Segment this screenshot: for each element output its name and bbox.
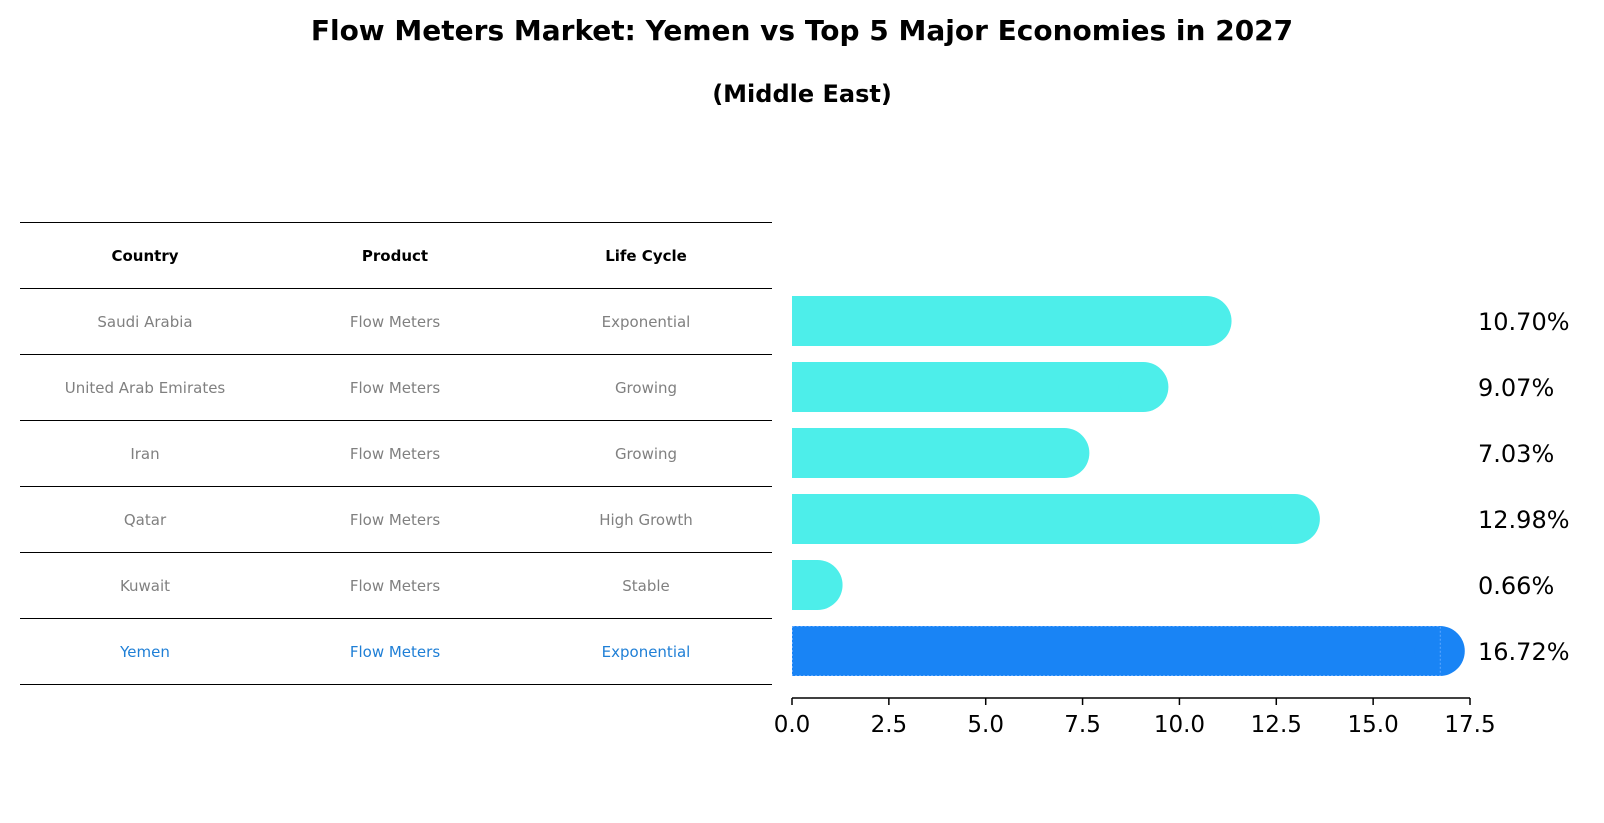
header-country: Country [111,246,179,265]
x-tick-label: 15.0 [1348,712,1399,738]
header-life-cycle: Life Cycle [605,246,687,265]
bar-iran [792,428,1065,478]
value-label-iran: 7.03% [1478,440,1554,468]
table-row: Iran Flow Meters Growing [20,420,772,486]
cell-product: Flow Meters [349,576,441,595]
table-row: United Arab Emirates Flow Meters Growing [20,354,772,420]
x-tick-label: 0.0 [774,712,811,738]
cell-life-cycle: Stable [622,576,670,595]
cell-country: Iran [130,444,160,463]
cell-life-cycle: Exponential [601,312,691,331]
cell-life-cycle: Growing [614,444,678,463]
x-tick-label: 10.0 [1154,712,1205,738]
cell-country: Qatar [123,510,167,529]
table-row: Kuwait Flow Meters Stable [20,552,772,618]
table-header-row: Country Product Life Cycle [20,222,772,288]
bar-saudi-arabia [792,296,1207,346]
x-tick-label: 2.5 [871,712,908,738]
bar-cap-kuwait [792,560,843,610]
bar-highlight-outline [792,626,1441,676]
table-row: Saudi Arabia Flow Meters Exponential [20,288,772,354]
bar-cap-saudi-arabia [1181,296,1232,346]
data-table: Country Product Life Cycle Saudi Arabia … [20,222,772,685]
cell-country: United Arab Emirates [64,378,226,397]
x-tick-label: 12.5 [1251,712,1302,738]
bar-united-arab-emirates [792,362,1144,412]
bar-qatar [792,494,1295,544]
bar-yemen [792,626,1440,676]
table-row-highlight: Yemen Flow Meters Exponential [20,618,772,685]
x-tick-label: 5.0 [967,712,1004,738]
cell-product: Flow Meters [349,378,441,397]
chart-subtitle: (Middle East) [712,80,892,108]
header-product: Product [361,246,429,265]
value-label-qatar: 12.98% [1478,506,1570,534]
bar-cap-qatar [1269,494,1320,544]
value-label-yemen: 16.72% [1478,638,1570,666]
cell-country: Kuwait [119,576,171,595]
x-tick-label: 17.5 [1444,712,1495,738]
cell-country: Yemen [120,642,170,661]
cell-life-cycle: High Growth [599,510,693,529]
chart-title: Flow Meters Market: Yemen vs Top 5 Major… [310,14,1294,47]
cell-life-cycle: Growing [614,378,678,397]
cell-product: Flow Meters [349,642,441,661]
bar-cap-united-arab-emirates [1118,362,1169,412]
cell-product: Flow Meters [349,510,441,529]
cell-life-cycle: Exponential [601,642,691,661]
table-row: Qatar Flow Meters High Growth [20,486,772,552]
cell-product: Flow Meters [349,444,441,463]
value-label-kuwait: 0.66% [1478,572,1554,600]
x-tick-label: 7.5 [1064,712,1101,738]
bar-cap-iran [1039,428,1090,478]
cell-country: Saudi Arabia [97,312,193,331]
value-label-united-arab-emirates: 9.07% [1478,374,1554,402]
value-label-saudi-arabia: 10.70% [1478,308,1570,336]
cell-product: Flow Meters [349,312,441,331]
